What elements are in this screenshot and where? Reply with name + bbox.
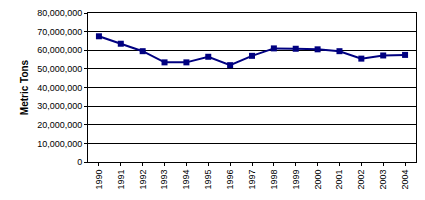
svg-text:1996: 1996	[225, 170, 235, 190]
svg-text:80,000,000: 80,000,000	[37, 8, 82, 18]
svg-text:50,000,000: 50,000,000	[37, 64, 82, 74]
svg-text:1994: 1994	[181, 170, 191, 190]
svg-text:2004: 2004	[400, 170, 410, 190]
svg-text:2001: 2001	[334, 170, 344, 190]
svg-text:60,000,000: 60,000,000	[37, 45, 82, 55]
svg-text:1995: 1995	[203, 170, 213, 190]
svg-text:1992: 1992	[138, 170, 148, 190]
svg-text:1990: 1990	[94, 170, 104, 190]
svg-text:20,000,000: 20,000,000	[37, 120, 82, 130]
svg-text:10,000,000: 10,000,000	[37, 139, 82, 149]
svg-text:1997: 1997	[247, 170, 257, 190]
svg-text:1998: 1998	[269, 170, 279, 190]
svg-text:70,000,000: 70,000,000	[37, 27, 82, 37]
svg-text:0: 0	[77, 157, 82, 167]
svg-text:2002: 2002	[356, 170, 366, 190]
svg-text:1999: 1999	[291, 170, 301, 190]
svg-text:40,000,000: 40,000,000	[37, 83, 82, 93]
svg-text:30,000,000: 30,000,000	[37, 101, 82, 111]
svg-text:2000: 2000	[313, 170, 323, 190]
svg-text:1993: 1993	[159, 170, 169, 190]
svg-text:1991: 1991	[116, 170, 126, 190]
svg-text:2003: 2003	[378, 170, 388, 190]
svg-text:Metric Tons: Metric Tons	[19, 59, 30, 115]
